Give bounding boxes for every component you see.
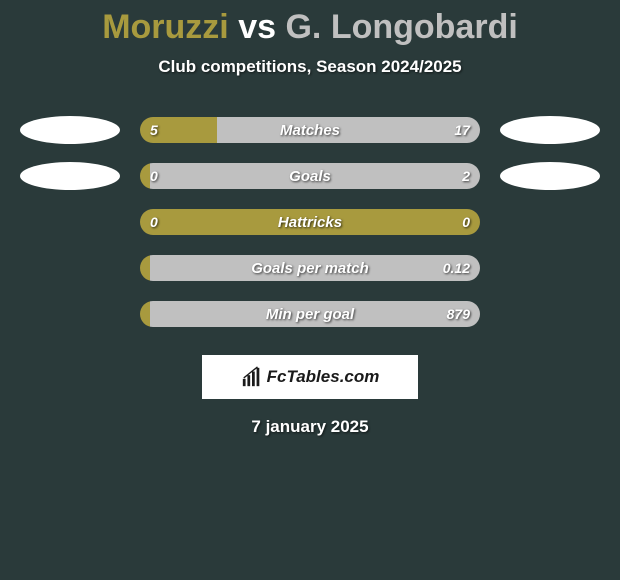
badge-spacer xyxy=(500,208,600,236)
attribution-text: FcTables.com xyxy=(267,367,380,387)
stat-bar-left xyxy=(140,117,217,143)
badge-spacer xyxy=(20,254,120,282)
subtitle: Club competitions, Season 2024/2025 xyxy=(0,57,620,77)
title-player2: G. Longobardi xyxy=(285,8,517,46)
stat-bar: 879Min per goal xyxy=(140,301,480,327)
badge-spacer xyxy=(500,254,600,282)
stat-bar-right xyxy=(150,255,480,281)
attribution-badge: FcTables.com xyxy=(202,355,418,399)
stat-row: 0.12Goals per match xyxy=(0,245,620,291)
stat-bar-left xyxy=(140,255,150,281)
badge-spacer xyxy=(500,300,600,328)
player2-badge xyxy=(500,116,600,144)
stat-bar-right xyxy=(217,117,480,143)
badge-spacer xyxy=(20,300,120,328)
stat-bar: 02Goals xyxy=(140,163,480,189)
stat-bar-left xyxy=(140,301,150,327)
stat-bar-left xyxy=(140,209,480,235)
comparison-card: Moruzzi vs G. Longobardi Club competitio… xyxy=(0,0,620,437)
stat-bar-left xyxy=(140,163,150,189)
stat-rows: 517Matches 02Goals 00Hattricks 0.12Goals pe… xyxy=(0,107,620,337)
stat-bar-right xyxy=(150,163,480,189)
stat-row: 02Goals xyxy=(0,153,620,199)
stat-row: 00Hattricks xyxy=(0,199,620,245)
player1-badge xyxy=(20,116,120,144)
stat-bar: 00Hattricks xyxy=(140,209,480,235)
date-label: 7 january 2025 xyxy=(0,417,620,437)
player1-badge xyxy=(20,162,120,190)
player2-badge xyxy=(500,162,600,190)
stat-bar: 517Matches xyxy=(140,117,480,143)
page-title: Moruzzi vs G. Longobardi xyxy=(0,8,620,47)
stat-row: 517Matches xyxy=(0,107,620,153)
chart-icon xyxy=(241,366,263,388)
stat-bar-right xyxy=(150,301,480,327)
title-player1: Moruzzi xyxy=(102,8,229,46)
title-vs: vs xyxy=(238,8,276,46)
stat-bar: 0.12Goals per match xyxy=(140,255,480,281)
stat-row: 879Min per goal xyxy=(0,291,620,337)
badge-spacer xyxy=(20,208,120,236)
